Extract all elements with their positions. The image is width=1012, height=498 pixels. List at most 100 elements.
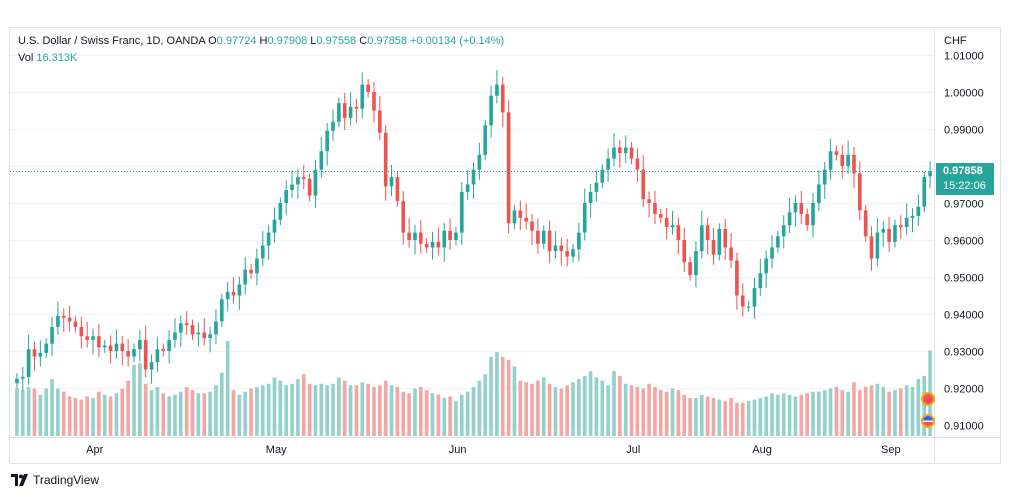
volume-bar xyxy=(97,391,101,436)
volume-bar xyxy=(231,390,236,436)
volume-bar xyxy=(805,393,809,436)
candle-body xyxy=(928,171,932,177)
event-flag-icon[interactable] xyxy=(921,392,935,406)
price-tick-label: 0.93000 xyxy=(944,347,984,359)
candle-body xyxy=(459,191,464,233)
candle-body xyxy=(138,339,142,350)
volume-bar xyxy=(647,383,651,436)
candle-body xyxy=(307,178,312,196)
time-tick-label: Jul xyxy=(626,444,640,456)
volume-bar xyxy=(776,394,780,436)
volume-bar xyxy=(676,390,681,436)
volume-bar xyxy=(635,386,640,436)
candle-body xyxy=(635,158,640,170)
candle-body xyxy=(582,203,587,233)
candle-body xyxy=(424,243,429,248)
candle-body xyxy=(618,147,622,154)
candle-body xyxy=(600,169,605,183)
volume-bar xyxy=(746,401,751,436)
candle-body xyxy=(219,299,224,322)
volume-bar xyxy=(38,394,43,436)
candle-body xyxy=(284,190,289,203)
volume-bar xyxy=(500,356,505,436)
candle-body xyxy=(811,203,815,226)
volume-bar xyxy=(582,375,587,436)
symbol-name[interactable]: U.S. Dollar / Swiss Franc, 1D, OANDA xyxy=(18,35,206,47)
volume-bar xyxy=(887,391,891,436)
candle-body xyxy=(67,317,72,322)
volume-bar xyxy=(518,380,523,436)
candle-body xyxy=(612,147,616,159)
symbol-legend[interactable]: U.S. Dollar / Swiss Franc, 1D, OANDA O0.… xyxy=(18,35,504,47)
volume-bar xyxy=(260,385,265,436)
volume-bar xyxy=(15,388,19,436)
time-tick-label: May xyxy=(266,444,287,456)
change-value: +0.00134 (+0.14%) xyxy=(410,35,505,47)
low-label: L xyxy=(310,35,317,47)
volume-bar xyxy=(729,398,733,436)
volume-bar xyxy=(658,390,663,436)
time-axis[interactable]: Apr May Jun Jul Aug Sep xyxy=(86,444,900,456)
volume-legend[interactable]: Vol 16.313K xyxy=(18,52,77,64)
us-flag-icon[interactable] xyxy=(921,414,935,428)
price-grid xyxy=(10,55,933,426)
volume-bar xyxy=(407,393,411,436)
volume-bar xyxy=(858,390,862,436)
volume-bar xyxy=(694,398,698,436)
time-tick-label: Jun xyxy=(449,444,467,456)
price-tick-label: 0.95000 xyxy=(944,273,984,285)
volume-bar xyxy=(653,386,657,436)
volume-bar xyxy=(50,379,54,436)
volume-bar xyxy=(32,388,37,436)
candle-body xyxy=(489,95,493,126)
volume-bar xyxy=(664,391,669,436)
candle-body xyxy=(893,225,897,242)
candle-body xyxy=(863,210,868,237)
candle-body xyxy=(97,336,101,348)
candle-body xyxy=(471,169,476,185)
candle-body xyxy=(676,225,681,240)
candle-body xyxy=(606,158,610,170)
volume-bar xyxy=(512,366,517,436)
candle-body xyxy=(670,225,675,228)
candle-body xyxy=(729,247,733,261)
candle-body xyxy=(296,177,300,185)
candle-body xyxy=(536,230,540,244)
candle-body xyxy=(91,336,95,340)
volume-bar xyxy=(793,396,798,436)
volume-bar xyxy=(173,394,177,436)
volume-bar xyxy=(348,385,353,436)
volume-value: 16.313K xyxy=(36,52,78,64)
volume-bar xyxy=(143,383,148,436)
candle-body xyxy=(202,332,207,339)
candle-body xyxy=(44,343,49,353)
candle-body xyxy=(840,154,845,166)
volume-bar xyxy=(383,380,388,436)
volume-bar xyxy=(489,356,493,436)
volume-bar xyxy=(922,375,927,436)
volume-bar xyxy=(138,363,142,436)
candle-body xyxy=(237,284,242,296)
volume-bar xyxy=(852,382,856,436)
candle-body xyxy=(793,203,798,213)
close-value: 0.97858 xyxy=(367,35,407,47)
candle-body xyxy=(155,349,160,363)
candle-body xyxy=(740,295,745,307)
candle-body xyxy=(79,326,84,337)
candle-body xyxy=(208,334,212,339)
candle-body xyxy=(325,130,329,152)
footer[interactable]: TradingView xyxy=(11,473,99,487)
currency-label[interactable]: CHF xyxy=(944,35,967,47)
volume-bar xyxy=(559,388,564,436)
volume-bar xyxy=(307,383,312,436)
candle-body xyxy=(38,352,43,357)
candle-body xyxy=(483,125,488,155)
candle-body xyxy=(342,103,347,118)
volume-bar xyxy=(770,393,774,436)
price-axis[interactable]: 1.010001.000000.990000.980000.970000.960… xyxy=(944,51,984,433)
candle-body xyxy=(723,228,728,248)
volume-bar xyxy=(495,352,499,436)
volume-bar xyxy=(863,386,868,436)
volume-bar xyxy=(56,388,60,436)
